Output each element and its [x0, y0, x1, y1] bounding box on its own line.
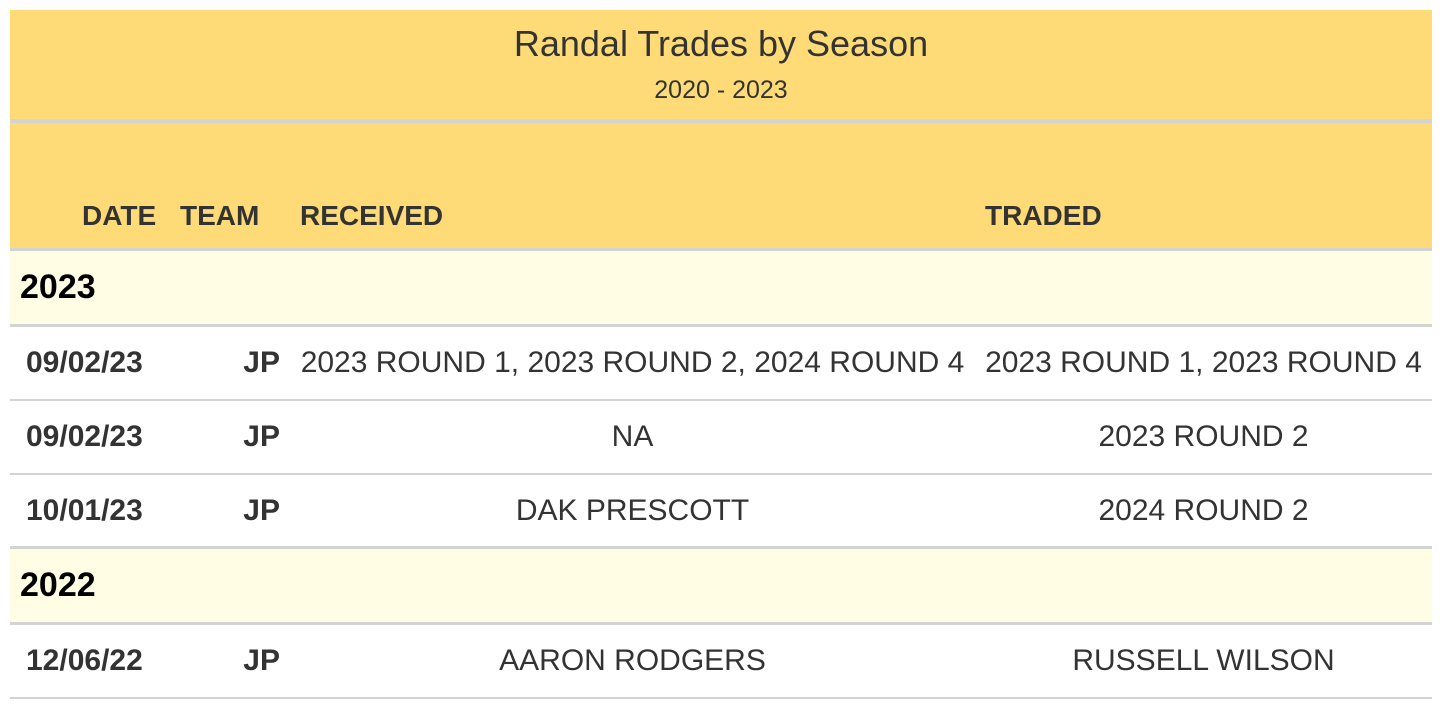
- table-row: 09/02/23 JP 2023 ROUND 1, 2023 ROUND 2, …: [10, 327, 1432, 401]
- cell-date: 09/02/23: [26, 420, 143, 453]
- cell-traded: RUSSELL WILSON: [1072, 644, 1335, 677]
- cell-team: JP: [243, 420, 280, 453]
- cell-received: 2023 ROUND 1, 2023 ROUND 2, 2024 ROUND 4: [300, 346, 965, 379]
- column-header-row: DATE TEAM RECEIVED TRADED: [10, 123, 1432, 251]
- cell-traded: 2023 ROUND 2: [1098, 420, 1309, 453]
- cell-received: AARON RODGERS: [499, 644, 766, 677]
- cell-traded: 2023 ROUND 1, 2023 ROUND 4: [985, 346, 1422, 379]
- trades-table: Randal Trades by Season 2020 - 2023 DATE…: [10, 10, 1432, 699]
- cell-date: 12/06/22: [26, 644, 143, 677]
- cell-team: JP: [243, 346, 280, 379]
- column-header-traded: TRADED: [985, 200, 1102, 231]
- cell-team: JP: [243, 494, 280, 527]
- table-row: 12/06/22 JP AARON RODGERS RUSSELL WILSON: [10, 625, 1432, 699]
- column-header-date: DATE: [82, 200, 157, 231]
- column-header-team: TEAM: [180, 200, 260, 231]
- cell-date: 10/01/23: [26, 494, 143, 527]
- table-row: 10/01/23 JP DAK PRESCOTT 2024 ROUND 2: [10, 475, 1432, 549]
- cell-received: NA: [611, 420, 654, 453]
- cell-team: JP: [243, 644, 280, 677]
- table-title: Randal Trades by Season: [513, 23, 929, 64]
- group-row-2023: 2023: [10, 251, 1432, 327]
- group-row-2022: 2022: [10, 549, 1432, 625]
- cell-received: DAK PRESCOTT: [515, 494, 750, 527]
- table-title-block: Randal Trades by Season 2020 - 2023: [10, 10, 1432, 123]
- table-subtitle: 2020 - 2023: [654, 76, 788, 104]
- table-row: 09/02/23 JP NA 2023 ROUND 2: [10, 401, 1432, 475]
- cell-traded: 2024 ROUND 2: [1098, 494, 1309, 527]
- cell-date: 09/02/23: [26, 346, 143, 379]
- column-header-received: RECEIVED: [300, 200, 444, 231]
